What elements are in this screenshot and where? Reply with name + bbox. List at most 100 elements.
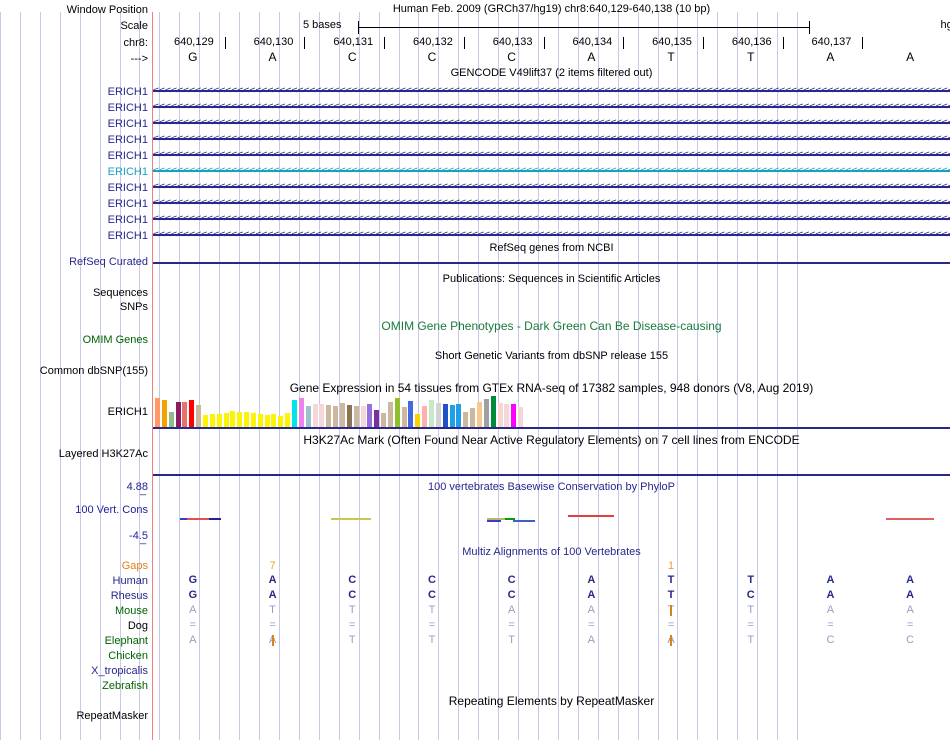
gtex-tissue-bar[interactable] xyxy=(244,412,250,428)
track-label-refseq-curated[interactable]: RefSeq Curated xyxy=(69,256,148,268)
gene-label-erich1[interactable]: ERICH1 xyxy=(107,102,148,114)
gene-feature-row[interactable]: <<<<<<<<<<<<<<<<<<<<<<<<<<<<<<<<<<<<<<<<… xyxy=(153,117,950,129)
gene-label-erich1[interactable]: ERICH1 xyxy=(107,166,148,178)
gene-label-erich1[interactable]: ERICH1 xyxy=(107,150,148,162)
gtex-tissue-bar[interactable] xyxy=(305,406,311,428)
gtex-tissue-bar[interactable] xyxy=(230,411,236,428)
gtex-tissue-bar[interactable] xyxy=(168,412,174,428)
gtex-tissue-bar[interactable] xyxy=(360,406,366,428)
gene-feature-row[interactable]: <<<<<<<<<<<<<<<<<<<<<<<<<<<<<<<<<<<<<<<<… xyxy=(153,165,950,177)
gtex-tissue-bar[interactable] xyxy=(182,402,188,428)
gtex-tissue-bar[interactable] xyxy=(483,399,489,428)
gtex-tissue-bar[interactable] xyxy=(415,414,421,428)
gene-label-erich1[interactable]: ERICH1 xyxy=(107,134,148,146)
alignment-row[interactable]: = = = = = = = = = = xyxy=(153,619,950,631)
species-label-human[interactable]: Human xyxy=(112,575,148,587)
gtex-tissue-bar[interactable] xyxy=(285,413,291,428)
gtex-tissue-bar[interactable] xyxy=(497,403,503,428)
gtex-tissue-bar[interactable] xyxy=(387,402,393,428)
species-label-elephant[interactable]: Elephant xyxy=(104,635,148,647)
track-label-gaps[interactable]: Gaps xyxy=(121,560,148,572)
gtex-tissue-bar[interactable] xyxy=(353,406,359,428)
track-label-100-vert-cons[interactable]: 100 Vert. Cons xyxy=(75,504,148,516)
gtex-tissue-bar[interactable] xyxy=(333,406,339,428)
gtex-tissue-bar[interactable] xyxy=(175,402,181,428)
gtex-tissue-bar[interactable] xyxy=(257,414,263,428)
gtex-tissue-bar[interactable] xyxy=(408,401,414,428)
gtex-tissue-bar[interactable] xyxy=(202,415,208,428)
gene-feature-row[interactable]: <<<<<<<<<<<<<<<<<<<<<<<<<<<<<<<<<<<<<<<<… xyxy=(153,133,950,145)
track-label-common-dbsnp[interactable]: Common dbSNP(155) xyxy=(39,365,148,377)
gtex-tissue-bar[interactable] xyxy=(456,404,462,428)
gtex-tissue-bar[interactable] xyxy=(346,405,352,428)
species-label-x_tropicalis[interactable]: X_tropicalis xyxy=(91,665,148,677)
gene-label-erich1[interactable]: ERICH1 xyxy=(107,118,148,130)
gtex-tissue-bar[interactable] xyxy=(401,407,407,428)
gtex-tissue-bar[interactable] xyxy=(476,402,482,428)
gtex-tissue-bar[interactable] xyxy=(394,398,400,428)
gtex-tissue-bar[interactable] xyxy=(381,413,387,428)
gene-feature-row[interactable]: <<<<<<<<<<<<<<<<<<<<<<<<<<<<<<<<<<<<<<<<… xyxy=(153,181,950,193)
gtex-tissue-bar[interactable] xyxy=(155,398,160,428)
phylop-conservation-plot[interactable] xyxy=(153,490,950,550)
species-label-chicken[interactable]: Chicken xyxy=(108,650,148,662)
gene-label-erich1[interactable]: ERICH1 xyxy=(107,230,148,242)
alignment-row[interactable] xyxy=(153,649,950,661)
alignment-row[interactable] xyxy=(153,679,950,691)
gene-label-erich1[interactable]: ERICH1 xyxy=(107,214,148,226)
gtex-tissue-bar[interactable] xyxy=(319,404,325,428)
species-label-zebrafish[interactable]: Zebrafish xyxy=(102,680,148,692)
species-label-dog[interactable]: Dog xyxy=(127,620,148,632)
gtex-tissue-bar[interactable] xyxy=(442,404,448,428)
alignment-row[interactable] xyxy=(153,664,950,676)
species-label-mouse[interactable]: Mouse xyxy=(114,605,148,617)
gtex-tissue-bar[interactable] xyxy=(161,400,167,428)
track-label-snps[interactable]: SNPs xyxy=(119,301,148,313)
gtex-bar-chart[interactable] xyxy=(153,395,950,428)
track-label-omim-genes[interactable]: OMIM Genes xyxy=(82,334,148,346)
gtex-tissue-bar[interactable] xyxy=(435,403,441,428)
gtex-tissue-bar[interactable] xyxy=(278,416,284,428)
gene-feature-row[interactable]: <<<<<<<<<<<<<<<<<<<<<<<<<<<<<<<<<<<<<<<<… xyxy=(153,213,950,225)
gtex-tissue-bar[interactable] xyxy=(429,400,434,428)
gtex-tissue-bar[interactable] xyxy=(374,410,380,428)
track-label-layered-h3k27ac[interactable]: Layered H3K27Ac xyxy=(58,448,148,460)
gene-feature-row[interactable]: <<<<<<<<<<<<<<<<<<<<<<<<<<<<<<<<<<<<<<<<… xyxy=(153,149,950,161)
gtex-tissue-bar[interactable] xyxy=(209,414,215,428)
gene-feature-row[interactable]: <<<<<<<<<<<<<<<<<<<<<<<<<<<<<<<<<<<<<<<<… xyxy=(153,197,950,209)
gtex-tissue-bar[interactable] xyxy=(250,413,256,428)
gtex-tissue-bar[interactable] xyxy=(470,408,476,428)
gtex-tissue-bar[interactable] xyxy=(223,413,229,428)
gene-label-erich1[interactable]: ERICH1 xyxy=(107,198,148,210)
species-label-rhesus[interactable]: Rhesus xyxy=(110,590,148,602)
gtex-tissue-bar[interactable] xyxy=(264,415,270,428)
gtex-tissue-bar[interactable] xyxy=(504,404,510,428)
gene-feature-row[interactable]: <<<<<<<<<<<<<<<<<<<<<<<<<<<<<<<<<<<<<<<<… xyxy=(153,229,950,241)
alignment-row[interactable]: ATTTAATTAA xyxy=(153,604,950,616)
gtex-tissue-bar[interactable] xyxy=(312,404,318,428)
gtex-tissue-bar[interactable] xyxy=(326,405,332,428)
gene-feature-row[interactable]: <<<<<<<<<<<<<<<<<<<<<<<<<<<<<<<<<<<<<<<<… xyxy=(153,101,950,113)
gtex-tissue-bar[interactable] xyxy=(511,404,517,428)
gtex-tissue-bar[interactable] xyxy=(463,412,469,428)
gtex-tissue-bar[interactable] xyxy=(367,404,373,428)
gtex-tissue-bar[interactable] xyxy=(196,405,202,428)
gtex-tissue-bar[interactable] xyxy=(292,400,297,428)
gtex-tissue-bar[interactable] xyxy=(271,414,277,428)
gtex-tissue-bar[interactable] xyxy=(339,403,345,428)
gene-label-erich1[interactable]: ERICH1 xyxy=(107,182,148,194)
track-label-gtex-erich1[interactable]: ERICH1 xyxy=(107,406,148,418)
track-label-sequences[interactable]: Sequences xyxy=(92,287,148,299)
gtex-tissue-bar[interactable] xyxy=(189,400,195,428)
gtex-tissue-bar[interactable] xyxy=(298,398,304,428)
gtex-tissue-bar[interactable] xyxy=(490,396,496,428)
gtex-tissue-bar[interactable] xyxy=(518,407,524,428)
gtex-tissue-bar[interactable] xyxy=(422,406,428,428)
gene-label-erich1[interactable]: ERICH1 xyxy=(107,86,148,98)
track-label-repeatmasker[interactable]: RepeatMasker xyxy=(76,710,148,722)
gtex-tissue-bar[interactable] xyxy=(216,414,222,428)
gtex-tissue-bar[interactable] xyxy=(449,405,455,428)
gene-feature-row[interactable]: <<<<<<<<<<<<<<<<<<<<<<<<<<<<<<<<<<<<<<<<… xyxy=(153,85,950,97)
